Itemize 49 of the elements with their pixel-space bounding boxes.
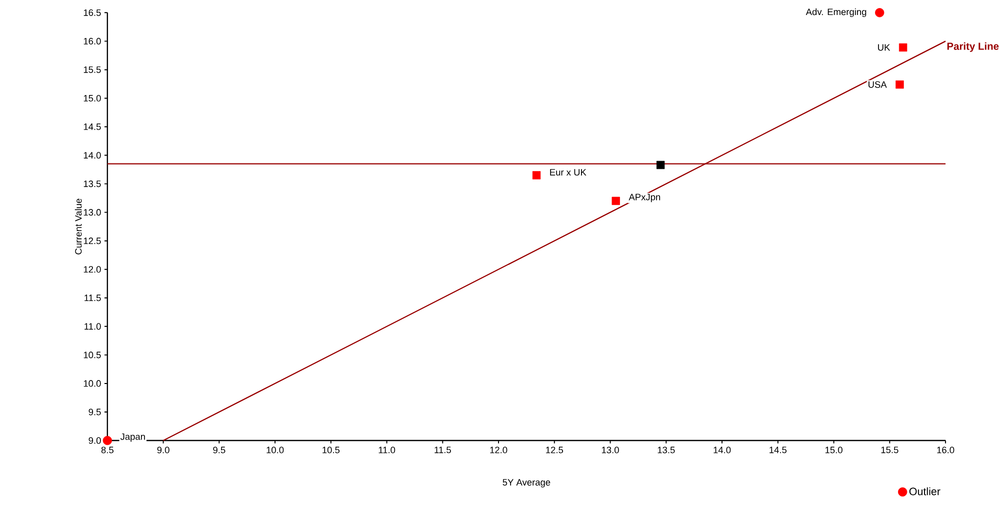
y-tick-label: 14.0 (84, 152, 101, 159)
x-tick-label: 9.5 (213, 446, 226, 454)
y-tick-label: 13.5 (84, 180, 101, 188)
x-tick-label: 11.5 (434, 446, 451, 454)
point (896, 80, 904, 89)
x-axis-title: 5Y Average (502, 479, 550, 488)
x-tick-label: 13.5 (658, 446, 675, 454)
x-tick-label: 9.0 (157, 446, 170, 454)
annotation: APxJpn (628, 194, 660, 202)
y-tick-label: 14.5 (84, 124, 101, 130)
y-tick-label: 10.5 (84, 352, 101, 358)
y-tick-label: 12.0 (84, 266, 101, 273)
x-tick-label: 11.0 (378, 446, 396, 454)
y-tick-label: 11.5 (84, 294, 101, 302)
x-tick-label: 12.0 (490, 446, 508, 454)
point (612, 196, 620, 206)
y-tick-label: 9.5 (88, 408, 101, 416)
x-tick-label: 16.0 (937, 446, 954, 454)
y-tick-label: 10.0 (84, 380, 101, 387)
annotation: Japan (120, 434, 145, 442)
x-tick-label: 14.5 (770, 446, 787, 454)
y-tick-label: 9.0 (88, 437, 101, 444)
y-tick-label: 11.0 (84, 323, 101, 330)
x-tick-label: 14.0 (714, 446, 731, 454)
legend-label: Outlier (909, 488, 940, 496)
point (532, 171, 541, 180)
x-tick-label: 8.5 (101, 446, 114, 454)
x-tick-label: 10.0 (266, 446, 284, 454)
series-label: Parity Line (947, 42, 999, 52)
y-tick-label: 16.5 (84, 10, 101, 16)
annotation: Adv. Emerging (806, 8, 866, 18)
annotation: Eur x UK (550, 169, 586, 176)
point (875, 8, 884, 18)
point (102, 436, 112, 446)
x-tick-label: 10.5 (322, 446, 340, 454)
y-tick-label: 13.0 (84, 209, 101, 216)
y-tick-label: 12.5 (84, 238, 101, 244)
point (656, 161, 665, 170)
point (898, 44, 908, 52)
x-tick-label: 15.5 (881, 446, 898, 454)
x-tick-label: 15.0 (825, 446, 842, 454)
y-axis-title: Current Value (74, 198, 82, 254)
x-tick-label: 13.0 (602, 446, 619, 454)
y-tick-label: 15.0 (84, 95, 101, 102)
annotation: USA (868, 81, 887, 88)
x-tick-label: 12.5 (546, 446, 564, 454)
annotation: UK (878, 44, 890, 51)
y-tick-label: 15.5 (84, 66, 101, 74)
y-tick-label: 16.0 (84, 38, 101, 45)
